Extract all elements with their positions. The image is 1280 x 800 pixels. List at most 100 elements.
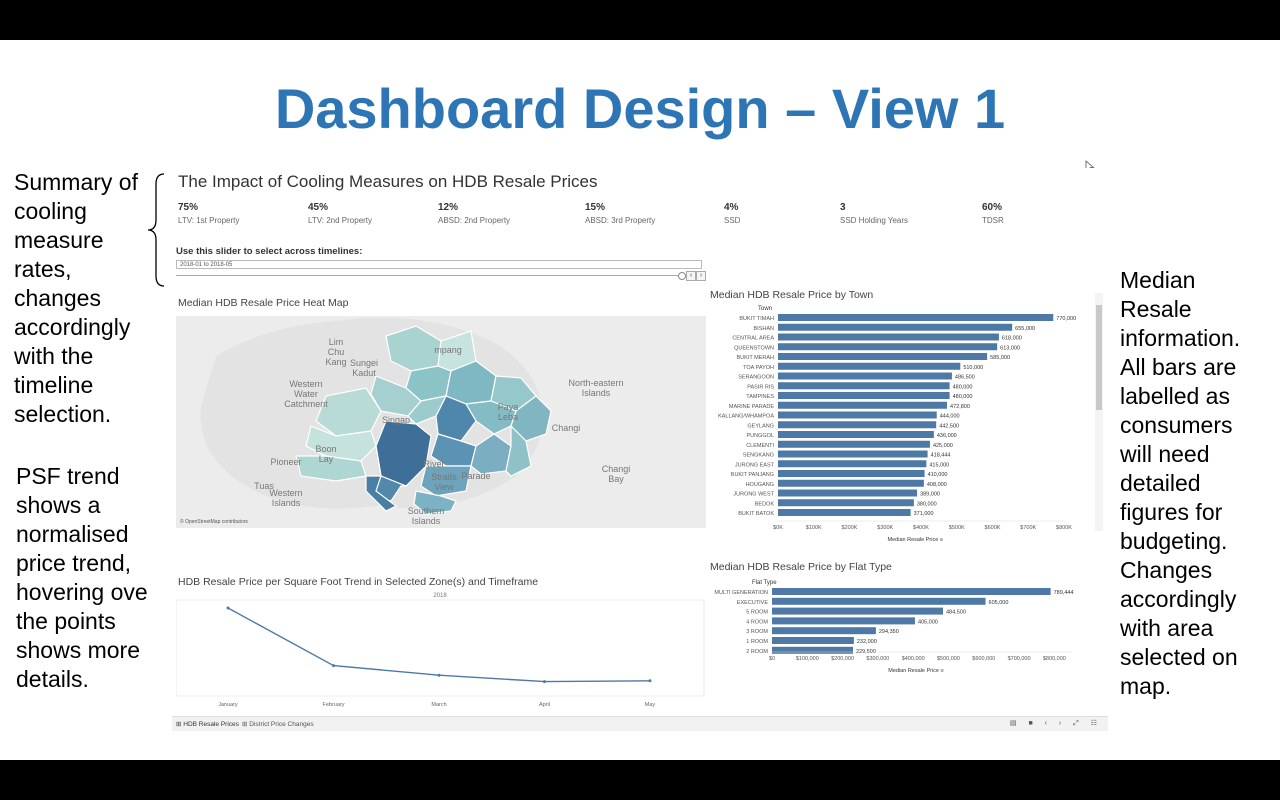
scrollbar-thumb[interactable] — [1096, 305, 1102, 410]
kpi-label: ABSD: 2nd Property — [438, 216, 511, 225]
bar-value-label: 480,000 — [953, 384, 973, 390]
timeline-slider-handle[interactable] — [678, 272, 686, 280]
bar-value-label: 585,000 — [990, 355, 1010, 361]
map-title: Median HDB Resale Price Heat Map — [178, 297, 349, 309]
kpi-item: 4% SSD — [724, 202, 740, 225]
bar[interactable] — [778, 392, 950, 399]
bar[interactable] — [772, 617, 915, 625]
bar[interactable] — [778, 362, 961, 370]
trend-point[interactable] — [226, 606, 230, 610]
bar-value-label: 618,000 — [1002, 336, 1022, 342]
x-tick-label: $400,000 — [902, 656, 925, 662]
x-tick-label: $800,000 — [1043, 656, 1066, 662]
psf-trend-chart[interactable]: 2018 January February March April May — [176, 590, 706, 708]
timeline-slider-track[interactable] — [176, 275, 686, 276]
bar[interactable] — [778, 314, 1054, 321]
town-chart-scrollbar[interactable] — [1095, 293, 1103, 531]
bar[interactable] — [778, 431, 934, 438]
trend-line[interactable] — [227, 607, 651, 683]
map-place-label: Straits View — [431, 472, 457, 492]
kpi-item: 12% ABSD: 2nd Property — [438, 202, 510, 225]
bar[interactable] — [778, 450, 928, 458]
bar[interactable] — [772, 607, 943, 615]
bar-value-label: 371,000 — [914, 511, 934, 517]
bar[interactable] — [778, 333, 999, 341]
x-tick-label: $200K — [842, 525, 858, 531]
bar[interactable] — [778, 509, 911, 516]
bar[interactable] — [778, 401, 948, 409]
map-place-label: Southern Islands — [407, 506, 445, 526]
bar[interactable] — [778, 489, 918, 497]
map-place-label: River — [423, 459, 445, 469]
category-label: BUKIT TIMAH — [739, 316, 774, 322]
bar[interactable] — [778, 470, 925, 477]
bar-value-label: 410,000 — [928, 472, 948, 478]
slider-prev-button[interactable]: ‹ — [686, 271, 696, 281]
x-tick-label: $300,000 — [866, 656, 889, 662]
kpi-value: 4% — [724, 202, 739, 213]
bar[interactable] — [778, 421, 937, 429]
kpi-label: SSD Holding Years — [840, 216, 909, 225]
bar[interactable] — [772, 646, 853, 654]
bar[interactable] — [778, 353, 988, 360]
category-label: TAMPINES — [746, 394, 774, 400]
flat-type-bar-chart[interactable]: Flat Type MULTI GENERATION 789,444 EXECUTIV… — [706, 576, 1094, 682]
kpi-label: ABSD: 3rd Property — [585, 216, 656, 225]
bar[interactable] — [778, 479, 924, 487]
bar-value-label: 380,000 — [917, 501, 937, 507]
heat-map[interactable]: Lim Chu Kang Sungei Kadut Western Water Ca… — [176, 316, 706, 528]
category-label: BUKIT MERAH — [737, 355, 775, 361]
bar-value-label: 415,000 — [929, 462, 949, 468]
kpi-value: 75% — [178, 202, 199, 213]
bar[interactable] — [772, 597, 986, 605]
trend-title: HDB Resale Price per Square Foot Trend i… — [178, 576, 539, 588]
bar[interactable] — [778, 323, 1013, 331]
toolbar-icons[interactable]: ▤ ■ ‹ › ⤢ ☷ — [1009, 720, 1102, 727]
map-region — [413, 490, 457, 515]
trend-point[interactable] — [543, 680, 546, 684]
bar[interactable] — [778, 440, 930, 448]
category-label: KALLANG/WHAMPOA — [718, 414, 774, 420]
slider-next-button[interactable]: › — [696, 271, 706, 281]
kpi-value: 15% — [585, 202, 606, 213]
kpi-item: 3 SSD Holding Years — [840, 202, 908, 225]
bar-value-label: 436,000 — [937, 433, 957, 439]
bar[interactable] — [778, 460, 927, 468]
bar[interactable] — [772, 637, 854, 644]
map-region — [420, 465, 472, 497]
category-label: 1 ROOM — [746, 639, 768, 645]
trend-point[interactable] — [437, 673, 441, 677]
map-place-label: Boon Lay — [315, 444, 337, 464]
bar-value-label: 789,444 — [1054, 590, 1074, 596]
bar[interactable] — [778, 372, 952, 380]
kpi-item: 45% LTV: 2nd Property — [308, 202, 372, 225]
bar-value-label: 484,500 — [946, 610, 966, 616]
tab-district-price-changes[interactable]: ⊞ District Price Changes — [242, 721, 314, 728]
kpi-value: 60% — [982, 202, 1003, 213]
category-label: BISHAN — [754, 326, 775, 332]
bar[interactable] — [778, 343, 998, 351]
timeline-slider-value[interactable]: 2018-01 to 2018-05 — [176, 260, 702, 269]
bar[interactable] — [778, 382, 950, 390]
map-region — [407, 395, 448, 425]
bar-value-label: 444,000 — [940, 414, 960, 420]
bar-value-label: 486,500 — [955, 375, 975, 381]
note-median-resale: Median Resale information. All bars are … — [1120, 267, 1241, 699]
dashboard-title: The Impact of Cooling Measures on HDB Re… — [178, 172, 598, 191]
trend-month-label: February — [322, 702, 344, 708]
x-tick-label: $800K — [1056, 525, 1072, 531]
category-label: 4 ROOM — [746, 619, 768, 625]
bar[interactable] — [772, 627, 876, 635]
flat-chart-title: Median HDB Resale Price by Flat Type — [710, 561, 892, 573]
x-tick-label: $600K — [985, 525, 1001, 531]
bar[interactable] — [778, 499, 914, 507]
trend-point[interactable] — [648, 679, 652, 683]
town-bar-chart[interactable]: Town BUKIT TIMAH 770,000 BISHAN 655,000 CENTR… — [706, 304, 1094, 548]
bar[interactable] — [778, 411, 937, 419]
bar[interactable] — [772, 588, 1051, 595]
category-label: EXECUTIVE — [737, 600, 769, 606]
tab-hdb-resale-prices[interactable]: ⊞ HDB Resale Prices — [176, 721, 239, 728]
bar-value-label: 294,350 — [879, 629, 899, 635]
x-tick-label: $700K — [1020, 525, 1036, 531]
trend-point[interactable] — [332, 664, 335, 668]
